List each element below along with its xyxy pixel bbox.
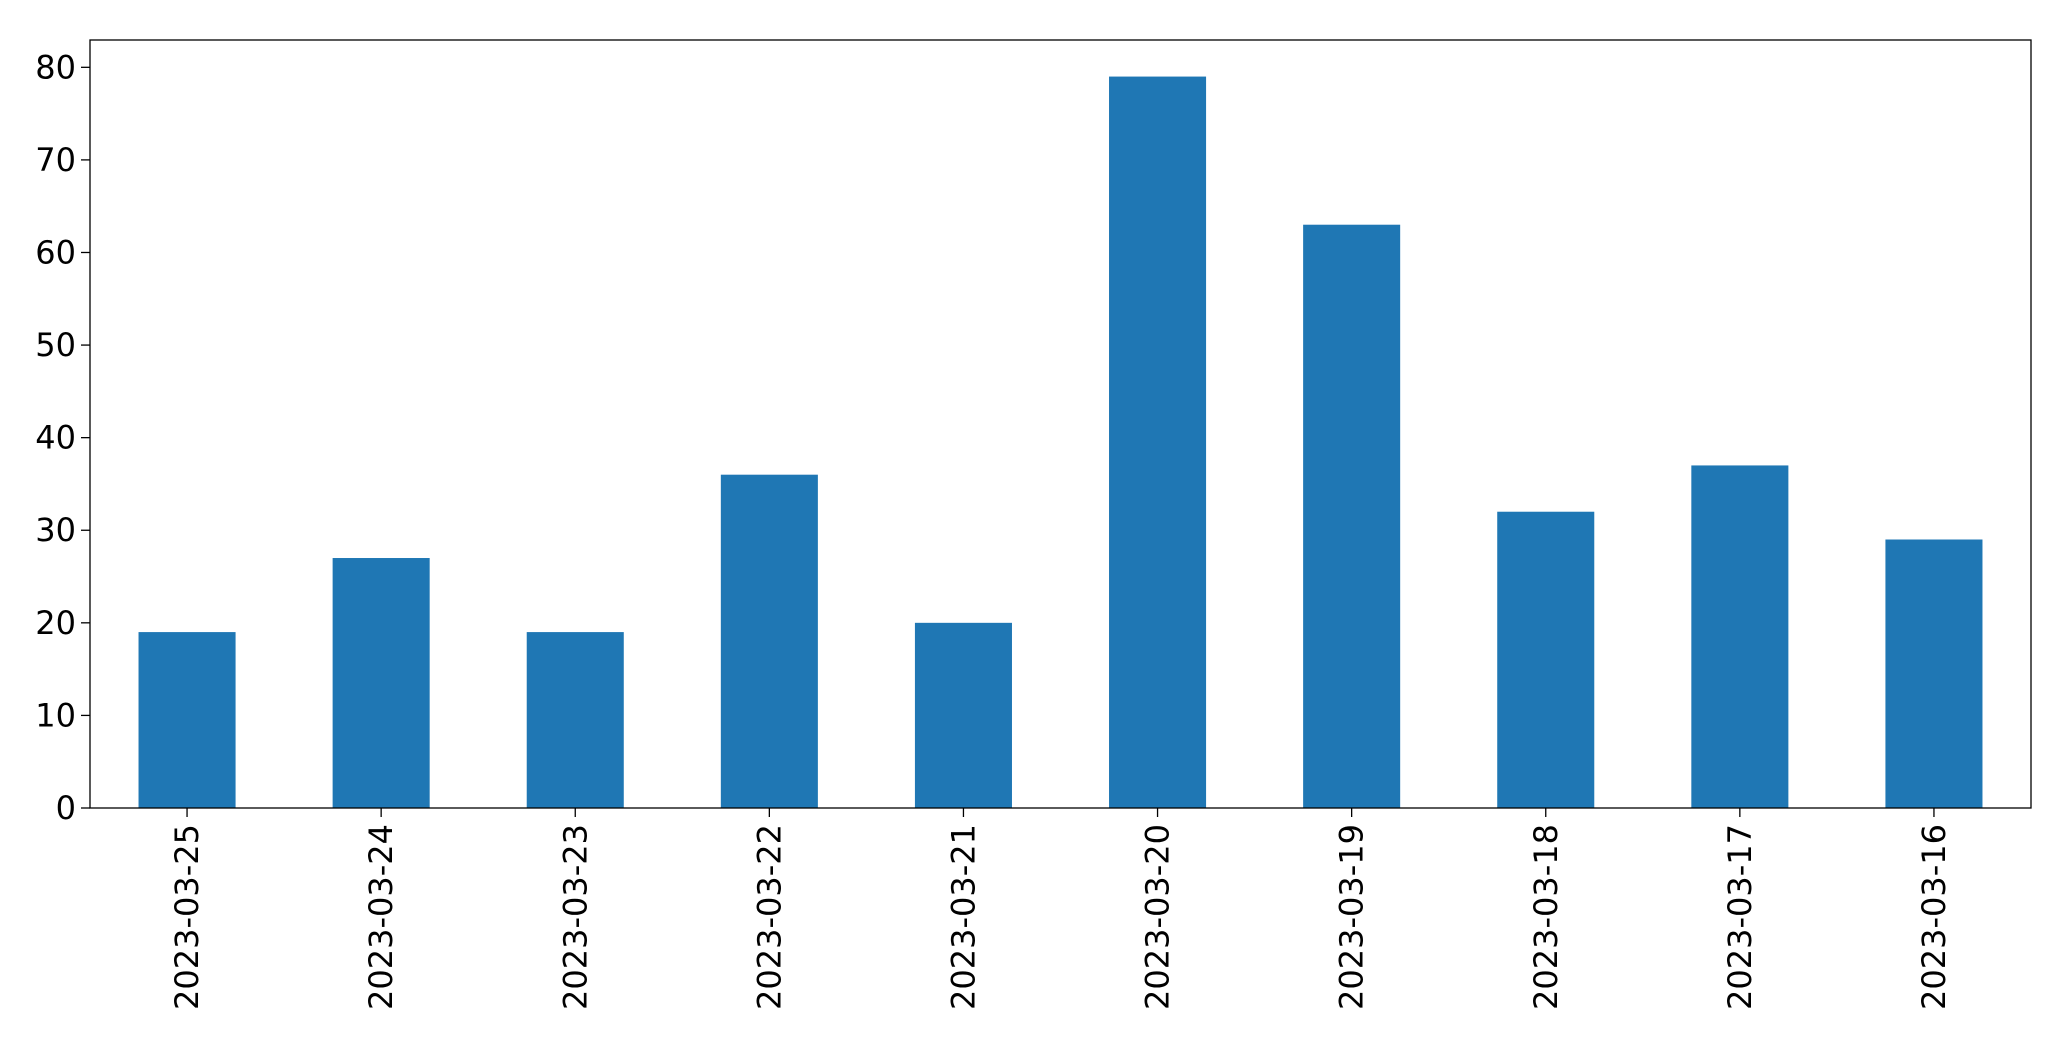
y-tick-label: 60 bbox=[35, 233, 76, 271]
bar bbox=[1109, 76, 1207, 809]
bar bbox=[1497, 511, 1595, 808]
bar bbox=[1691, 465, 1789, 808]
bar bbox=[720, 474, 818, 808]
y-tick-label: 20 bbox=[35, 604, 76, 642]
x-tick-label: 2023-03-24 bbox=[362, 824, 400, 1010]
y-tick-label: 80 bbox=[35, 48, 76, 86]
y-tick-label: 50 bbox=[35, 326, 76, 364]
bar bbox=[1885, 539, 1983, 808]
bar bbox=[1303, 224, 1401, 808]
x-tick-label: 2023-03-20 bbox=[1139, 824, 1177, 1010]
x-tick-label: 2023-03-22 bbox=[750, 824, 788, 1010]
bar bbox=[332, 558, 430, 808]
x-tick-label: 2023-03-23 bbox=[556, 824, 594, 1010]
plot-frame bbox=[89, 39, 2032, 809]
x-tick-label: 2023-03-21 bbox=[944, 824, 982, 1010]
x-tick-label: 2023-03-16 bbox=[1915, 824, 1953, 1010]
bar bbox=[138, 632, 236, 808]
y-tick-label: 10 bbox=[35, 696, 76, 734]
x-tick-label: 2023-03-19 bbox=[1333, 824, 1371, 1010]
y-tick-label: 70 bbox=[35, 141, 76, 179]
y-tick-label: 30 bbox=[35, 511, 76, 549]
bar bbox=[526, 632, 624, 808]
x-tick-label: 2023-03-17 bbox=[1721, 824, 1759, 1010]
x-tick-label: 2023-03-25 bbox=[168, 824, 206, 1010]
x-tick-label: 2023-03-18 bbox=[1527, 824, 1565, 1010]
y-tick-label: 40 bbox=[35, 419, 76, 457]
bar bbox=[914, 622, 1012, 808]
y-tick-label: 0 bbox=[56, 789, 76, 827]
